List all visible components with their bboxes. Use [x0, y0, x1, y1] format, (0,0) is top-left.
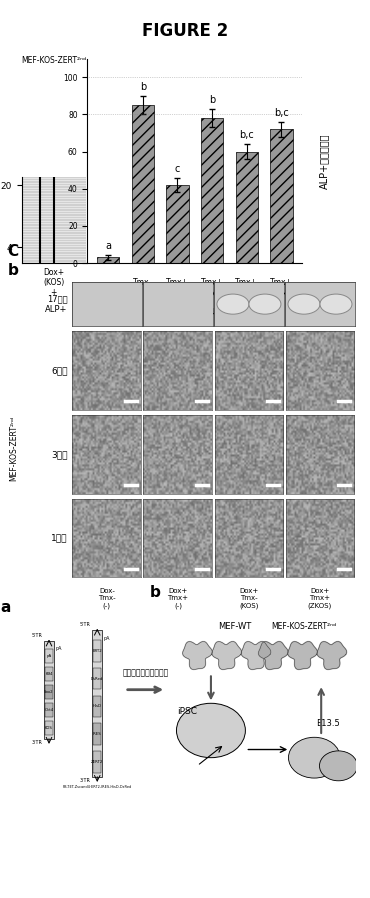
Text: Sox2: Sox2 — [44, 690, 54, 693]
Text: iPSC: iPSC — [177, 707, 197, 716]
Text: 5'TR: 5'TR — [80, 622, 91, 627]
Text: HisD: HisD — [93, 704, 102, 709]
Bar — [45, 648, 53, 663]
Text: Tmx-: Tmx- — [133, 278, 152, 287]
Text: pA: pA — [56, 647, 62, 651]
Polygon shape — [241, 641, 271, 670]
Text: pA: pA — [47, 654, 51, 657]
Polygon shape — [258, 641, 288, 670]
Bar — [45, 684, 53, 699]
Text: E13.5: E13.5 — [316, 718, 340, 727]
Text: Dox+
Tmx+
(ZKOS): Dox+ Tmx+ (ZKOS) — [308, 588, 332, 609]
Text: FIGURE 2: FIGURE 2 — [142, 22, 228, 40]
Text: Tmx+
→: Tmx+ → — [235, 278, 258, 297]
Bar — [236, 152, 258, 263]
Bar — [97, 258, 120, 263]
Text: Tmx+: Tmx+ — [166, 278, 189, 287]
Text: 6日目: 6日目 — [51, 366, 68, 375]
Circle shape — [320, 294, 352, 314]
Bar — [93, 696, 101, 718]
Text: C: C — [7, 244, 18, 259]
Text: PB-TET-Zscand4·ERT2-IRES-HisD-DsRed: PB-TET-Zscand4·ERT2-IRES-HisD-DsRed — [63, 785, 132, 788]
Bar — [45, 666, 53, 681]
Bar — [45, 720, 53, 735]
Bar — [44, 641, 54, 739]
Text: a: a — [1, 600, 11, 615]
Text: Dox-
Tmx-
(-): Dox- Tmx- (-) — [98, 588, 116, 609]
Text: Tmx+
→: Tmx+ → — [201, 278, 223, 297]
Text: Tmx+
→: Tmx+ → — [270, 278, 293, 297]
Bar — [93, 723, 101, 745]
Text: IRES: IRES — [93, 732, 102, 736]
Polygon shape — [212, 641, 242, 670]
Text: Dox+
Tmx+
(-): Dox+ Tmx+ (-) — [167, 588, 188, 609]
Text: MEF-KOS-ZERT²ⁿᵈ: MEF-KOS-ZERT²ⁿᵈ — [271, 621, 337, 630]
Circle shape — [217, 294, 249, 314]
Bar — [201, 119, 223, 263]
Text: DsRed: DsRed — [91, 676, 104, 681]
Text: pA: pA — [104, 636, 110, 640]
Text: b,c: b,c — [274, 108, 289, 119]
Circle shape — [289, 737, 340, 778]
Text: c: c — [175, 163, 180, 174]
Text: b,c: b,c — [239, 130, 254, 140]
Bar — [92, 629, 102, 777]
Text: ZERT2: ZERT2 — [91, 760, 104, 764]
Text: ALP+コロニー数: ALP+コロニー数 — [319, 133, 329, 189]
Polygon shape — [288, 641, 317, 670]
Text: 3'TR: 3'TR — [31, 740, 43, 745]
Text: Dox+
(KOS)
+: Dox+ (KOS) + — [43, 268, 64, 297]
Text: b: b — [140, 82, 146, 92]
Text: 1日目: 1日目 — [51, 533, 68, 542]
Text: 3日目: 3日目 — [51, 450, 68, 459]
Circle shape — [319, 751, 357, 780]
Text: KOS: KOS — [45, 726, 53, 729]
Text: 3'TR: 3'TR — [80, 779, 91, 783]
Text: トランスフェクション: トランスフェクション — [122, 668, 169, 677]
Text: MEF-KOS-ZERT²ⁿᵈ: MEF-KOS-ZERT²ⁿᵈ — [21, 56, 86, 65]
Bar — [45, 702, 53, 717]
Text: Dox+
Tmx-
(KOS): Dox+ Tmx- (KOS) — [239, 588, 259, 609]
Text: Oct4: Oct4 — [44, 708, 54, 711]
Polygon shape — [183, 641, 212, 670]
Text: b: b — [209, 95, 215, 105]
Text: a: a — [105, 241, 111, 251]
Bar — [132, 105, 154, 263]
Text: ERT2: ERT2 — [92, 649, 102, 653]
Bar — [166, 185, 189, 263]
Circle shape — [176, 703, 245, 758]
Text: MEF-KOS-ZERT²ⁿᵈ: MEF-KOS-ZERT²ⁿᵈ — [9, 416, 18, 481]
Text: b: b — [149, 585, 160, 600]
Bar — [93, 751, 101, 772]
Text: MEF-WT: MEF-WT — [218, 621, 252, 630]
Circle shape — [288, 294, 320, 314]
Text: 5'TR: 5'TR — [31, 633, 43, 638]
Text: 17日目
ALP+: 17日目 ALP+ — [45, 295, 68, 313]
Text: b: b — [7, 263, 18, 277]
Bar — [270, 129, 293, 263]
Bar — [93, 668, 101, 690]
Text: Klf4: Klf4 — [45, 672, 53, 675]
Circle shape — [249, 294, 281, 314]
Text: Zscan4-ERT2: Zscan4-ERT2 — [185, 308, 239, 317]
Bar — [93, 640, 101, 662]
Polygon shape — [317, 641, 347, 670]
